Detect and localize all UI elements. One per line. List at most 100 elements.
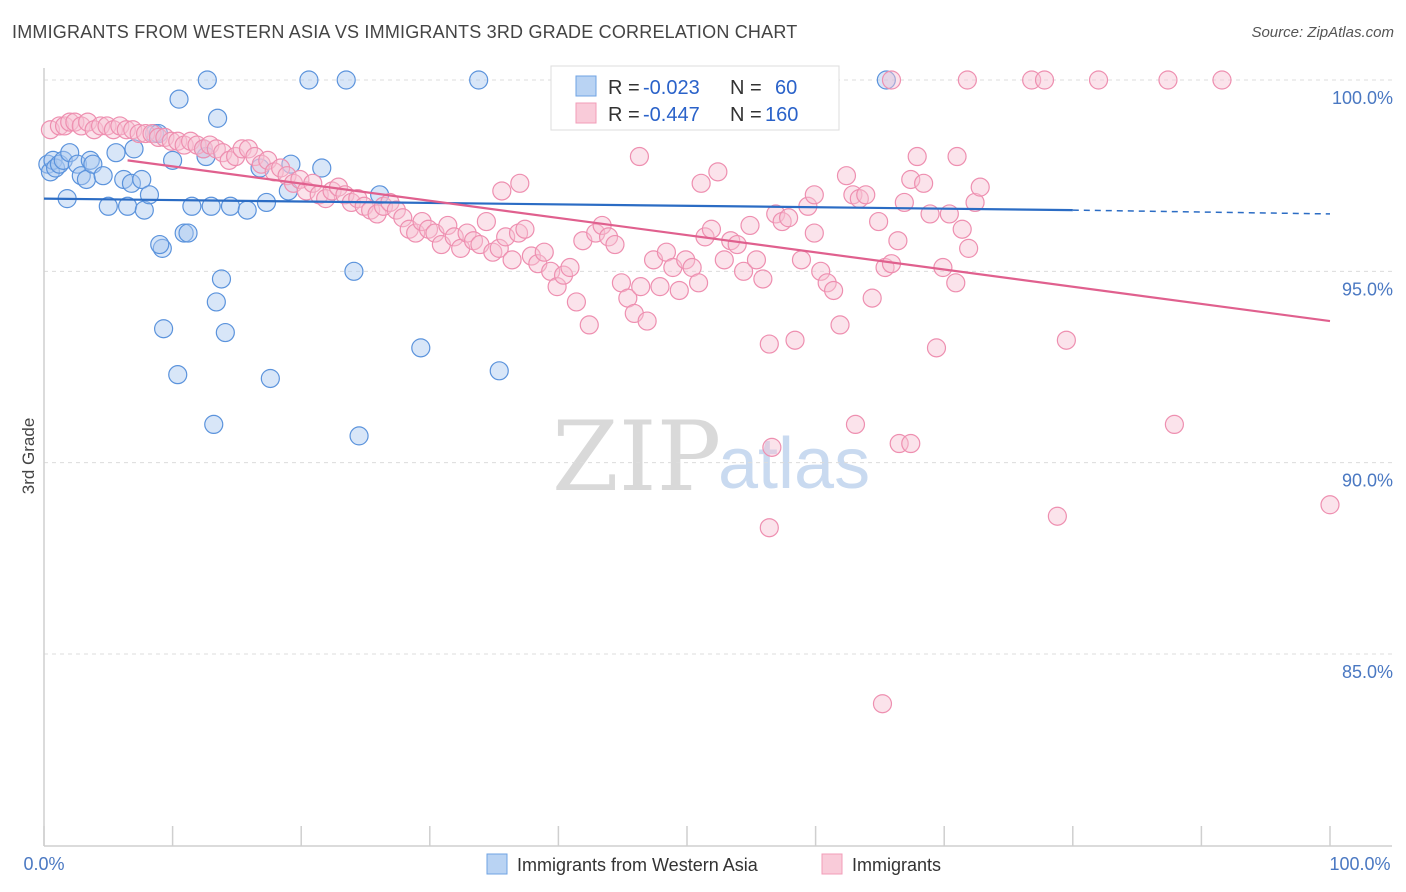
point-western-asia	[312, 158, 332, 178]
watermark-zip: ZIP	[552, 401, 721, 513]
point-western-asia	[178, 223, 198, 243]
point-immigrants	[629, 146, 650, 167]
point-immigrants	[888, 231, 908, 251]
y-tick-labels: 85.0% 90.0% 95.0% 100.0%	[1332, 88, 1393, 682]
point-immigrants	[161, 131, 181, 151]
point-immigrants	[1088, 70, 1109, 90]
chart-title: IMMIGRANTS FROM WESTERN ASIA VS IMMIGRAN…	[12, 22, 798, 42]
point-immigrants	[1158, 70, 1178, 90]
point-western-asia	[215, 322, 235, 343]
y-tick-label: 95.0%	[1342, 279, 1393, 299]
legend-swatch-pink	[575, 102, 597, 124]
x-tick-label-max: 100.0%	[1329, 854, 1390, 874]
stats-legend-box	[550, 65, 840, 131]
point-western-asia	[45, 158, 66, 178]
point-immigrants	[753, 269, 773, 289]
point-western-asia	[204, 414, 224, 434]
legend-r-value-1: -0.023	[643, 77, 700, 99]
point-immigrants	[271, 158, 291, 178]
point-immigrants	[714, 250, 734, 270]
point-immigrants	[791, 250, 812, 270]
point-immigrants	[804, 223, 824, 243]
point-immigrants	[90, 116, 111, 136]
point-immigrants	[54, 116, 75, 136]
point-western-asia	[411, 338, 431, 358]
point-immigrants	[1056, 330, 1076, 350]
legend-swatch-blue	[575, 75, 597, 97]
point-immigrants	[1212, 70, 1232, 90]
point-immigrants	[1034, 70, 1055, 90]
point-immigrants	[502, 250, 522, 270]
trend-line-western-asia	[43, 197, 1073, 212]
point-immigrants	[856, 185, 876, 205]
point-immigrants	[438, 215, 458, 236]
point-immigrants	[148, 127, 169, 147]
point-immigrants	[957, 70, 977, 90]
point-western-asia	[98, 196, 118, 216]
point-immigrants	[245, 146, 265, 167]
point-western-asia	[121, 173, 142, 193]
point-immigrants	[889, 433, 909, 454]
point-western-asia	[168, 365, 188, 385]
point-immigrants	[553, 265, 574, 285]
point-immigrants	[393, 208, 413, 228]
legend-r-value-2: -0.447	[643, 104, 700, 126]
point-immigrants	[907, 146, 927, 167]
point-western-asia	[169, 89, 189, 109]
point-immigrants	[547, 277, 567, 297]
point-western-asia	[106, 143, 126, 163]
y-tick-label: 90.0%	[1342, 471, 1393, 491]
point-immigrants	[135, 123, 156, 144]
point-immigrants	[631, 277, 651, 297]
point-immigrants	[406, 223, 426, 243]
point-immigrants	[901, 433, 921, 454]
point-immigrants	[688, 273, 709, 293]
point-immigrants	[804, 185, 824, 205]
point-immigrants	[586, 223, 606, 243]
point-immigrants	[740, 215, 760, 236]
point-immigrants	[926, 338, 947, 358]
bottom-legend-swatch-pink	[821, 853, 843, 875]
point-western-asia	[132, 169, 152, 190]
legend-n-label-2: N =	[730, 104, 762, 126]
point-western-asia	[201, 196, 221, 216]
point-immigrants	[1164, 414, 1184, 434]
point-immigrants	[116, 120, 136, 140]
point-western-asia	[93, 166, 113, 186]
trend-lines	[43, 159, 1331, 323]
point-immigrants	[534, 242, 554, 262]
point-immigrants	[492, 181, 512, 201]
point-immigrants	[845, 414, 866, 434]
bottom-legend-swatch-blue	[486, 853, 508, 875]
point-western-asia	[53, 150, 73, 170]
point-immigrants	[367, 204, 387, 224]
point-immigrants	[496, 227, 516, 247]
point-immigrants	[785, 330, 805, 350]
point-western-asia	[469, 70, 489, 90]
point-immigrants	[947, 146, 967, 167]
point-immigrants	[701, 219, 722, 239]
point-western-asia	[197, 70, 217, 90]
point-immigrants	[691, 173, 711, 193]
legend-r-label-1: R =	[608, 77, 640, 99]
legend-n-value-1: 60	[775, 77, 797, 99]
point-immigrants	[759, 334, 779, 354]
point-immigrants	[598, 227, 619, 247]
point-western-asia	[139, 185, 160, 205]
point-immigrants	[444, 227, 464, 247]
point-western-asia	[71, 166, 91, 186]
point-immigrants	[872, 694, 893, 714]
point-immigrants	[817, 273, 837, 293]
point-immigrants	[566, 292, 587, 312]
point-immigrants	[412, 211, 432, 232]
point-immigrants	[746, 250, 767, 270]
point-immigrants	[296, 181, 316, 201]
point-immigrants	[862, 288, 882, 308]
point-immigrants	[970, 177, 990, 197]
point-immigrants	[49, 116, 70, 136]
point-immigrants	[811, 261, 831, 281]
series-immigrants	[40, 70, 1340, 714]
y-tick-label: 100.0%	[1332, 88, 1393, 108]
point-immigrants	[901, 169, 921, 190]
point-immigrants	[778, 208, 799, 228]
